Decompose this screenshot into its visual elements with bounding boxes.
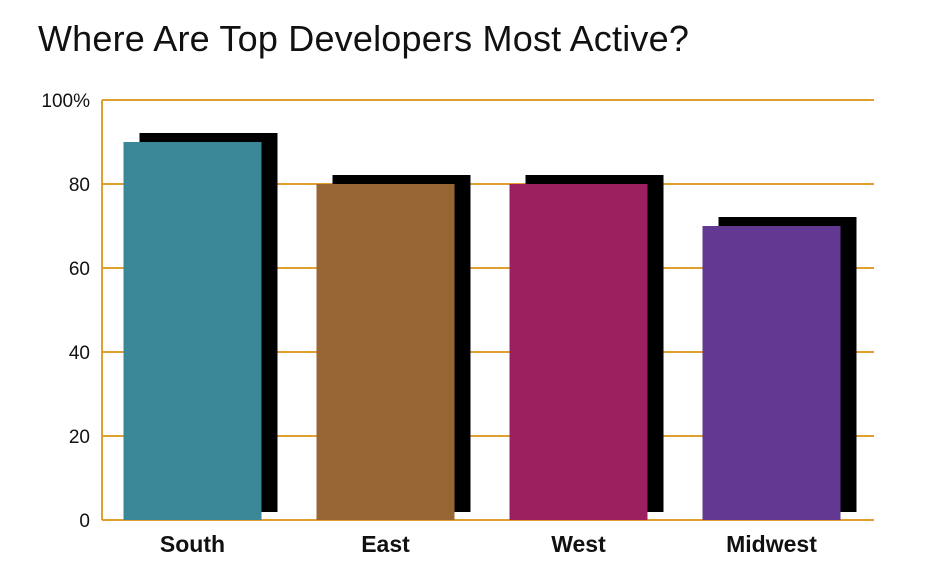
bars: [123, 142, 841, 520]
y-tick-label: 0: [79, 511, 90, 532]
x-category-label: East: [361, 531, 410, 557]
chart-title: Where Are Top Developers Most Active?: [38, 18, 690, 59]
y-tick-label: 20: [69, 427, 90, 448]
bar-south: [123, 142, 262, 520]
y-tick-label: 40: [69, 343, 90, 364]
x-axis-labels: South East West Midwest: [160, 531, 817, 557]
y-tick-label: 60: [69, 259, 90, 280]
bar-east: [316, 184, 455, 520]
bar-midwest: [702, 226, 841, 520]
x-category-label: West: [551, 531, 606, 557]
y-axis-ticks: 0 20 40 60 80 100%: [41, 91, 90, 532]
bar-west: [509, 184, 648, 520]
x-category-label: Midwest: [726, 531, 817, 557]
y-tick-label: 80: [69, 175, 90, 196]
x-category-label: South: [160, 531, 225, 557]
y-tick-label: 100%: [41, 91, 90, 112]
